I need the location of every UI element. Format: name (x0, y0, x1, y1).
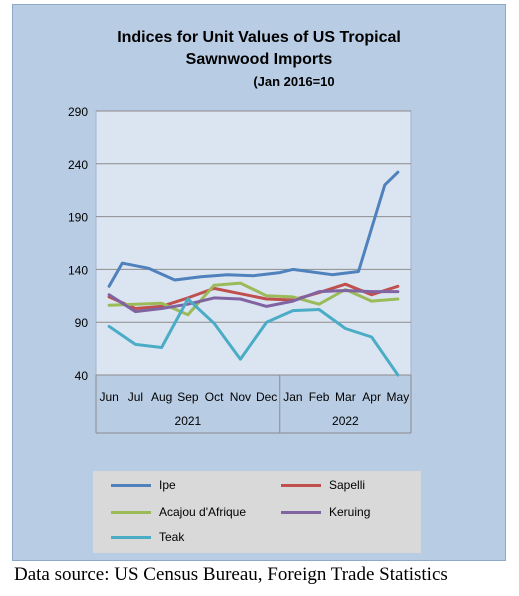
chart-title: Indices for Unit Values of US Tropical S… (13, 27, 505, 93)
y-tick-label: 190 (68, 211, 88, 225)
year-label: 2022 (332, 414, 359, 428)
legend-swatch (111, 510, 151, 514)
year-label: 2021 (175, 414, 202, 428)
y-tick-label: 40 (75, 369, 89, 383)
x-tick-label: Jul (128, 390, 143, 404)
legend-label: Ipe (159, 478, 176, 492)
x-tick-label: Oct (205, 390, 224, 404)
x-tick-label: Aug (151, 390, 172, 404)
series-line-ipe (107, 170, 400, 288)
legend-swatch (281, 483, 321, 487)
x-tick-label: Apr (362, 390, 381, 404)
legend-entry: Acajou d'Afrique (111, 504, 246, 520)
legend-swatch (281, 510, 321, 514)
series-line-teak (107, 297, 400, 377)
chart-subtitle: (Jan 2016=10 (253, 74, 335, 89)
x-tick-label: Sep (177, 390, 199, 404)
series-line-sapelli (107, 282, 400, 310)
title-line-2: Sawnwood Imports (185, 51, 333, 68)
data-source-caption: Data source: US Census Bureau, Foreign T… (14, 564, 448, 585)
legend-entry: Ipe (111, 477, 176, 493)
legend-label: Teak (159, 530, 185, 544)
y-tick-label: 290 (68, 105, 88, 119)
chart-frame: Indices for Unit Values of US Tropical S… (12, 4, 506, 561)
y-tick-label: 90 (75, 316, 89, 330)
x-tick-label: Jun (99, 390, 118, 404)
plot-area (95, 110, 412, 376)
x-tick-label: May (387, 390, 410, 404)
y-tick-label: 240 (68, 158, 88, 172)
line-chart: 40 90 140 190 240 290 Jun Jul Aug Sep Oct Nov Dec Jan… (68, 105, 412, 434)
legend-entry: Sapelli (281, 477, 365, 493)
x-tick-label: Jan (283, 390, 302, 404)
legend: Ipe Sapelli Acajou d'Afrique Keruing Teak (93, 471, 421, 553)
legend-swatch (111, 483, 151, 487)
legend-swatch (111, 535, 151, 539)
legend-label: Sapelli (329, 478, 366, 492)
legend-entry: Keruing (281, 504, 370, 520)
series-line-keruing (107, 289, 400, 314)
x-tick-label: Dec (256, 390, 277, 404)
y-tick-label: 140 (68, 263, 88, 277)
legend-label: Acajou d'Afrique (159, 505, 247, 519)
x-tick-label: Nov (230, 390, 251, 404)
x-tick-label: Feb (309, 390, 330, 404)
title-line-1: Indices for Unit Values of US Tropical (117, 29, 401, 46)
legend-label: Keruing (329, 505, 371, 519)
x-tick-label: Mar (335, 390, 356, 404)
legend-entry: Teak (111, 529, 184, 545)
